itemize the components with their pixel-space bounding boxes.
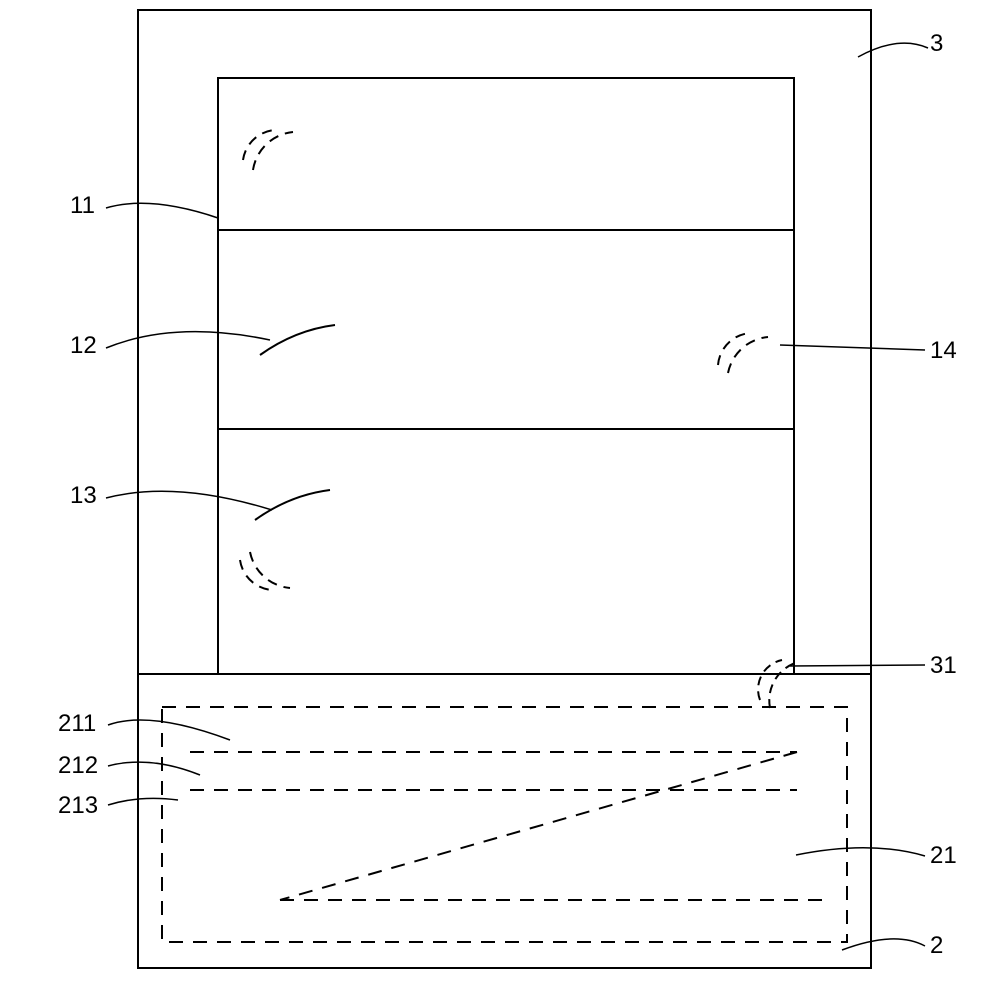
label-21: 21 [930,842,957,870]
dashed-rect [162,707,847,942]
leader-2 [842,939,925,950]
label-213: 213 [58,792,98,820]
leader-212 [108,762,200,775]
leader-12 [106,332,270,348]
technical-diagram [0,0,989,1000]
label-211: 211 [58,710,96,738]
label-14: 14 [930,337,957,365]
upper-inner-frame [218,78,794,674]
label-212: 212 [58,752,98,780]
wave-mark-11 [243,130,293,170]
label-11: 11 [70,192,95,220]
wave-mark-13 [255,490,330,520]
leader-14 [780,345,925,350]
label-2: 2 [930,932,943,960]
outer-frame [138,10,871,968]
wave-mark-14 [718,333,768,373]
label-13: 13 [70,482,97,510]
leader-213 [108,798,178,805]
dashed-diag [280,752,797,900]
label-31: 31 [930,652,957,680]
leader-13 [106,491,272,510]
label-12: 12 [70,332,97,360]
leader-11 [106,203,218,218]
leader-3 [858,43,928,57]
wave-mark-12 [260,325,335,355]
wave-mark-bottom [240,552,290,590]
leader-21 [796,848,925,856]
leader-211 [108,720,230,740]
leaders [106,43,928,950]
leader-31 [790,665,925,666]
label-3: 3 [930,30,943,58]
wave-mark-31 [758,660,798,708]
